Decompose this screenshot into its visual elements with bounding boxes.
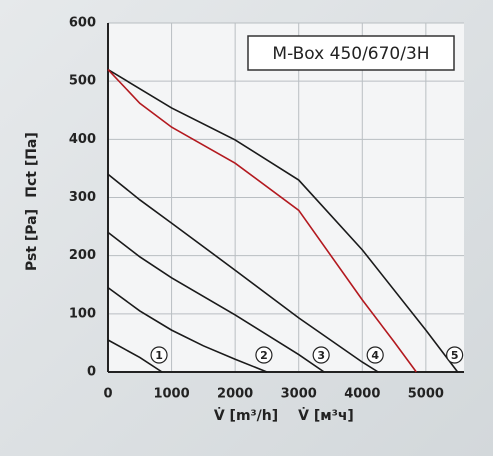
curve-marker [366, 346, 384, 364]
y-axis-label: Pst [Pa] [24, 209, 40, 271]
y-tick-label: 0 [87, 365, 96, 380]
curve [107, 339, 163, 373]
y-tick-label: 200 [69, 248, 96, 263]
y-tick-label: 100 [69, 306, 96, 321]
y-tick-label: 400 [69, 132, 96, 147]
x-axis-label: V̇ [m³/h] [214, 407, 278, 424]
x-tick-label: 4000 [344, 387, 380, 402]
curve [107, 68, 459, 373]
curve-marker [312, 346, 330, 364]
curve [107, 68, 417, 373]
curve [107, 287, 268, 373]
curve-label: 4 [371, 349, 379, 362]
curve-label: 3 [317, 349, 325, 362]
y-tick-label: 600 [69, 16, 96, 31]
curve [107, 231, 325, 373]
x-tick-label: 5000 [408, 387, 444, 402]
chart-title: M-Box 450/670/3H [272, 44, 429, 64]
y-axis-label: Πct [Па] [24, 132, 40, 198]
y-tick-label: 300 [69, 190, 96, 205]
x-tick-label: 0 [103, 387, 112, 402]
x-axis-label: V̇ [м³ч] [298, 407, 354, 424]
x-tick-label: 3000 [281, 387, 317, 402]
x-tick-label: 1000 [153, 387, 189, 402]
curve-marker [150, 346, 168, 364]
x-tick-label: 2000 [217, 387, 253, 402]
curve-label: 5 [451, 349, 459, 362]
title-box [247, 35, 455, 71]
curve-marker [255, 346, 273, 364]
curve-label: 1 [155, 349, 163, 362]
curve [107, 173, 379, 373]
y-tick-label: 500 [69, 74, 96, 89]
curve-label: 2 [260, 349, 268, 362]
curve-marker [446, 346, 464, 364]
